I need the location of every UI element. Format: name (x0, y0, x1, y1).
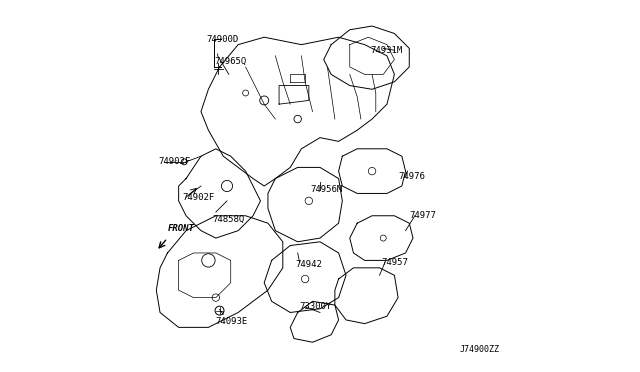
Text: 74093E: 74093E (216, 317, 248, 326)
Text: 74942: 74942 (296, 260, 323, 269)
Text: 74976: 74976 (398, 172, 425, 181)
Text: FRONT: FRONT (168, 224, 195, 233)
Text: 73300Y: 73300Y (300, 302, 332, 311)
Text: 74858Q: 74858Q (212, 215, 244, 224)
Text: 74956M: 74956M (310, 185, 343, 194)
Text: 74900D: 74900D (207, 35, 239, 44)
Text: 74902F: 74902F (182, 193, 214, 202)
Text: 74957: 74957 (381, 258, 408, 267)
Text: 74931M: 74931M (370, 46, 403, 55)
Text: 74977: 74977 (410, 211, 436, 220)
Text: 74965Q: 74965Q (214, 57, 246, 66)
Text: J74900ZZ: J74900ZZ (460, 345, 499, 354)
Text: 74902F: 74902F (158, 157, 191, 166)
